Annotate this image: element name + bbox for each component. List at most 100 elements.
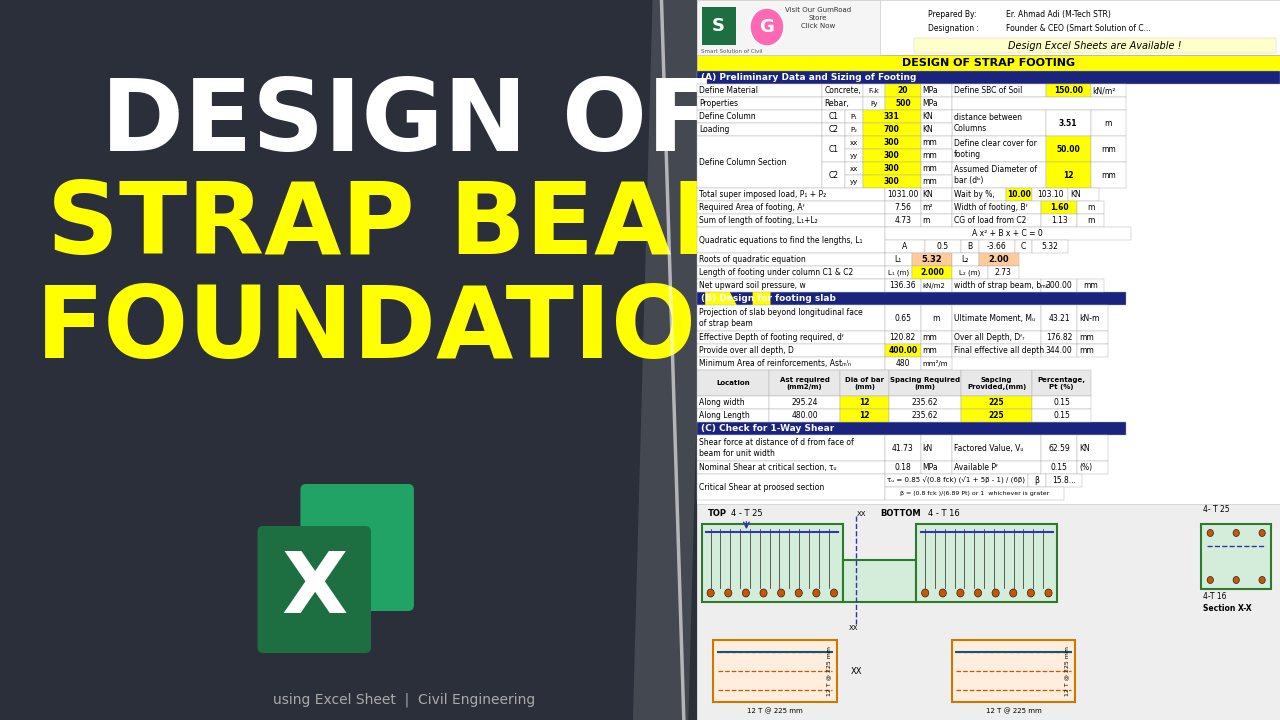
Bar: [822, 110, 845, 123]
Text: Smart Solution of Civil: Smart Solution of Civil: [701, 48, 762, 53]
Text: KN: KN: [923, 112, 933, 121]
Bar: [1042, 344, 1076, 357]
Bar: [698, 396, 769, 409]
Text: MPa: MPa: [923, 463, 938, 472]
Text: XX: XX: [856, 511, 865, 517]
Text: Fₙk: Fₙk: [868, 88, 879, 94]
Bar: [863, 84, 884, 97]
Text: 300: 300: [883, 164, 900, 173]
Bar: [863, 110, 920, 123]
Text: 344.00: 344.00: [1046, 346, 1073, 355]
Bar: [920, 84, 952, 97]
Bar: [1006, 188, 1033, 201]
Text: using Excel Sheet  |  Civil Engineering: using Excel Sheet | Civil Engineering: [273, 693, 535, 707]
FancyBboxPatch shape: [257, 526, 371, 653]
Bar: [1076, 279, 1103, 292]
Bar: [920, 110, 952, 123]
Bar: [698, 305, 884, 331]
Text: Design Excel Sheets are Available !: Design Excel Sheets are Available !: [1009, 41, 1181, 51]
Text: Define SBC of Soil: Define SBC of Soil: [954, 86, 1023, 95]
Bar: [1076, 344, 1108, 357]
Bar: [952, 461, 1042, 474]
Text: 4 - T 25: 4 - T 25: [731, 510, 763, 518]
Text: KN: KN: [1070, 190, 1080, 199]
Circle shape: [940, 589, 946, 597]
Bar: [952, 305, 1042, 331]
Bar: [1042, 331, 1076, 344]
Bar: [920, 435, 952, 461]
Bar: [844, 560, 916, 602]
Bar: [920, 175, 952, 188]
Bar: [911, 253, 952, 266]
Text: (A) Preliminary Data and Sizing of Footing: (A) Preliminary Data and Sizing of Footi…: [701, 73, 916, 82]
Text: Minimum Area of reinforcements, Astₘᴵₙ: Minimum Area of reinforcements, Astₘᴵₙ: [699, 359, 851, 368]
Text: Sum of length of footing, L₁+L₂: Sum of length of footing, L₁+L₂: [699, 216, 818, 225]
Bar: [845, 162, 863, 175]
Bar: [884, 188, 920, 201]
Bar: [698, 0, 1280, 55]
Circle shape: [922, 589, 929, 597]
Text: Define Column Section: Define Column Section: [699, 158, 786, 166]
Text: 62.59: 62.59: [1048, 444, 1070, 452]
Text: Define clear cover for
footing: Define clear cover for footing: [954, 139, 1037, 158]
Text: L₁ (m): L₁ (m): [888, 269, 909, 276]
Bar: [1076, 435, 1108, 461]
Bar: [698, 331, 884, 344]
Text: 0.15: 0.15: [1053, 398, 1070, 407]
Bar: [840, 409, 890, 422]
Text: G: G: [759, 18, 774, 36]
Bar: [952, 279, 1042, 292]
Text: L₂ (m): L₂ (m): [959, 269, 980, 276]
Bar: [698, 435, 884, 461]
Text: Loading: Loading: [699, 125, 730, 134]
Text: Er. Ahmad Adi (M-Tech STR): Er. Ahmad Adi (M-Tech STR): [1006, 9, 1111, 19]
Bar: [979, 253, 1019, 266]
Bar: [952, 331, 1042, 344]
Bar: [952, 136, 1046, 162]
Text: 1031.00: 1031.00: [887, 190, 919, 199]
Circle shape: [777, 589, 785, 597]
Text: 700: 700: [883, 125, 900, 134]
Bar: [920, 357, 952, 370]
Bar: [698, 71, 1280, 84]
Text: kN-m: kN-m: [1079, 313, 1100, 323]
Bar: [698, 279, 884, 292]
Text: 12 T @ 225 mm: 12 T @ 225 mm: [986, 708, 1042, 714]
Bar: [698, 0, 1280, 720]
Text: Define Column: Define Column: [699, 112, 755, 121]
Bar: [884, 357, 920, 370]
Bar: [920, 162, 952, 175]
Text: 7.56: 7.56: [895, 203, 911, 212]
Bar: [884, 474, 1028, 487]
Text: 0.15: 0.15: [1053, 411, 1070, 420]
Text: Required Area of footing, Aᶠ: Required Area of footing, Aᶠ: [699, 203, 805, 212]
Bar: [698, 84, 822, 97]
Text: kN/m2: kN/m2: [923, 282, 946, 289]
Bar: [961, 370, 1033, 396]
Bar: [884, 84, 920, 97]
Circle shape: [957, 589, 964, 597]
Bar: [884, 487, 1064, 500]
Text: MPa: MPa: [923, 99, 938, 108]
Bar: [863, 175, 920, 188]
Bar: [698, 253, 884, 266]
Bar: [1015, 240, 1033, 253]
Bar: [698, 123, 822, 136]
Text: 300: 300: [883, 177, 900, 186]
Text: C: C: [1021, 242, 1027, 251]
Text: 480.00: 480.00: [791, 411, 818, 420]
Bar: [916, 524, 1057, 602]
Bar: [1042, 461, 1076, 474]
Bar: [698, 97, 822, 110]
Text: Net upward soil pressure, w: Net upward soil pressure, w: [699, 281, 806, 290]
Bar: [822, 123, 845, 136]
Text: mm: mm: [1079, 346, 1093, 355]
Text: τᵤ = 0.85 √(0.8 fck) (√1 + 5β - 1) / (6β): τᵤ = 0.85 √(0.8 fck) (√1 + 5β - 1) / (6β…: [887, 477, 1025, 484]
Text: Define Material: Define Material: [699, 86, 758, 95]
Text: kN: kN: [923, 444, 933, 452]
Text: 225: 225: [989, 411, 1005, 420]
Text: Critical Shear at proosed section: Critical Shear at proosed section: [699, 482, 824, 492]
Circle shape: [1260, 577, 1265, 583]
Circle shape: [1207, 577, 1213, 583]
Text: 4 - T 16: 4 - T 16: [928, 510, 960, 518]
